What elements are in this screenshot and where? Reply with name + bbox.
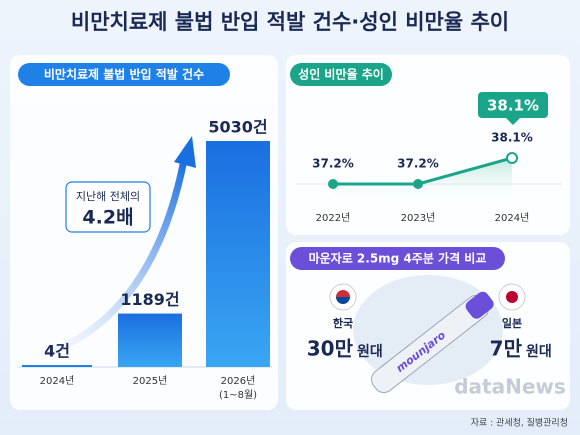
price-unit: 원대	[357, 344, 383, 360]
x-tick-label: 2026년 (1~8월)	[219, 375, 257, 401]
pen-cap	[465, 291, 494, 319]
page-title: 비만치료제 불법 반입 적발 건수·성인 비만율 추이	[71, 10, 509, 34]
x-tick-label: 2024년	[40, 375, 75, 387]
area	[333, 158, 512, 205]
price-amount: 30만	[307, 337, 354, 361]
x-tick-label: 2022년	[316, 212, 351, 224]
value-label: 38.1%	[491, 131, 533, 145]
panel-header	[18, 63, 230, 86]
bar	[22, 365, 92, 367]
callout	[478, 92, 548, 118]
annotation: 지난해 전체의	[76, 189, 140, 203]
x-tick-label: 2024년	[495, 212, 530, 224]
panel-title: 마운자로 2.5mg 4주분 가격 비교	[309, 251, 487, 266]
annotation-box	[65, 181, 151, 233]
watermark: dataNews	[454, 375, 566, 399]
country: 일본	[502, 316, 522, 330]
annotation-value: 4.2배	[82, 207, 133, 229]
source: 자료 : 관세청, 질병관리청	[471, 417, 568, 429]
price-unit: 원대	[526, 344, 552, 360]
value-label: 1189건	[120, 290, 179, 309]
x-tick-label: 2023년	[401, 212, 436, 224]
flag-korea-taegeuk	[336, 297, 350, 304]
bar	[206, 141, 270, 367]
point	[506, 152, 518, 164]
flag-japan-sun	[506, 291, 518, 303]
country: 한국	[333, 316, 353, 330]
value-label: 37.2%	[312, 157, 354, 171]
panel-header	[290, 247, 505, 270]
value-label: 4건	[44, 342, 70, 361]
flag-korea-taegeuk	[336, 290, 350, 297]
price-amount: 7만	[490, 337, 523, 361]
point	[413, 179, 423, 189]
point	[328, 179, 338, 189]
trend-arrow	[21, 156, 188, 364]
value-label: 37.2%	[397, 157, 439, 171]
trend-arrow-head	[174, 136, 196, 168]
panel-header	[290, 63, 392, 86]
callout-tip	[506, 118, 520, 125]
panel-title: 비만치료제 불법 반입 적발 건수	[44, 67, 204, 82]
panel-title: 성인 비만율 추이	[298, 67, 384, 82]
bar	[118, 313, 182, 367]
value-label: 5030건	[208, 118, 267, 137]
x-tick-label: 2025년	[133, 375, 168, 387]
callout-label: 38.1%	[487, 97, 539, 115]
